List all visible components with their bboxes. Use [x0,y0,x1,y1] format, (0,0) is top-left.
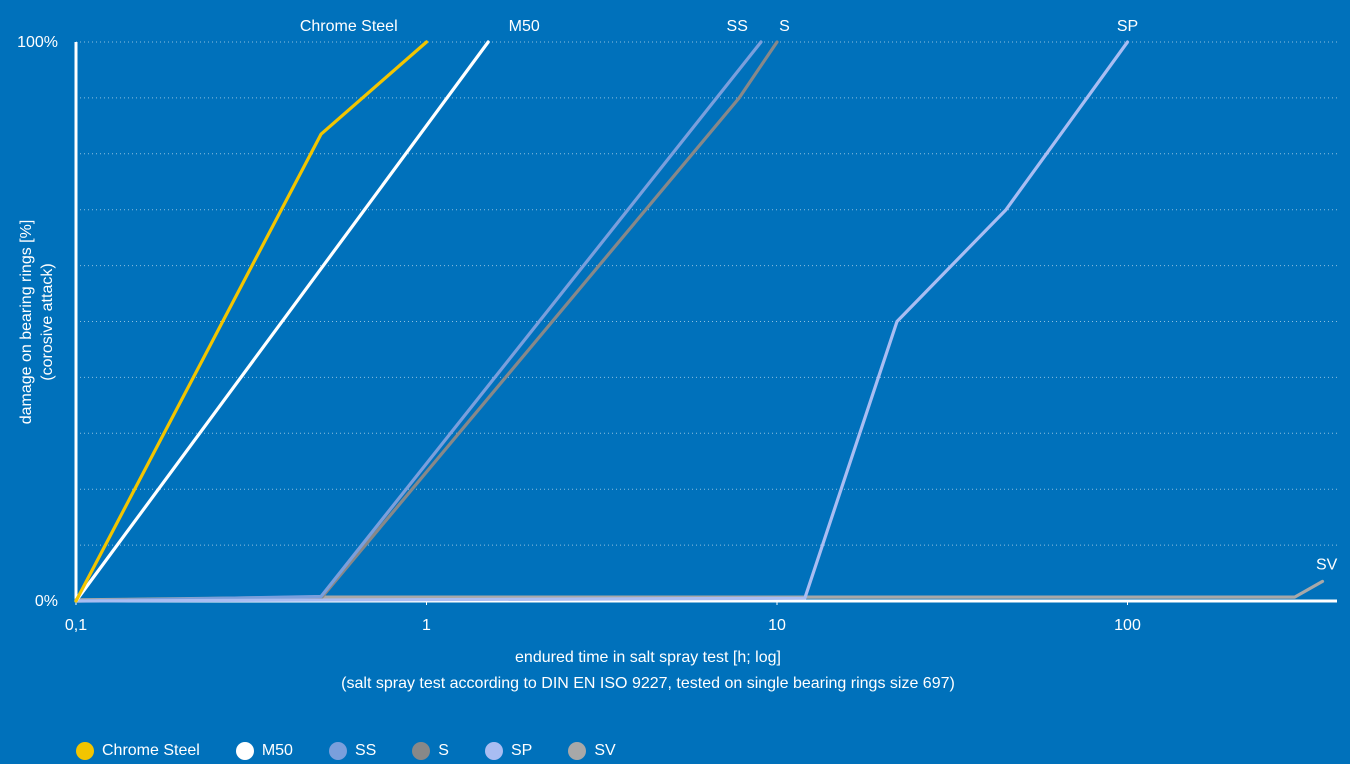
series-line-ss [74,40,763,603]
series-label-chrome-steel: Chrome Steel [300,18,398,35]
legend-swatch [328,742,347,760]
series-line-sp [74,40,1130,603]
x-tick-label: 10 [768,617,786,634]
legend-item-s: S [412,742,449,760]
x-tick-label: 100 [1114,617,1141,634]
y-axis-title: damage on bearing rings [%] [18,220,35,425]
series-line-m50 [74,40,490,603]
legend-label: SV [594,742,616,759]
series-label-ss: SS [727,18,748,35]
legend-item-ss: SS [328,742,377,760]
x-axis-title: endured time in salt spray test [h; log] [515,649,781,666]
grid-lines [76,41,1337,546]
y-tick-label: 0% [35,593,58,610]
y-axis-note: (corosive attack) [39,263,56,380]
legend-item-sp: SP [484,742,533,760]
series-label-s: S [779,18,790,35]
legend-label: SS [354,742,377,759]
x-tick-label: 0,1 [65,617,87,634]
series-label-m50: M50 [509,18,540,35]
axes [74,42,1337,603]
legend-swatch [484,742,503,760]
legend-item-sv: SV [568,742,616,760]
series-label-sv: SV [1316,556,1338,573]
legend-swatch [412,742,431,760]
legend: Chrome Steel M50 SS S SP SV [76,740,652,762]
legend-swatch [76,742,94,760]
legend-label: S [438,742,449,759]
series-lines [74,40,1325,603]
y-tick-label: 100% [17,34,58,51]
legend-label: M50 [261,742,293,759]
legend-swatch [568,742,587,760]
legend-label: SP [510,742,533,759]
legend-swatch [235,742,254,760]
legend-item-m50: M50 [235,742,293,760]
legend-item-chrome-steel: Chrome Steel [76,742,200,760]
series-label-sp: SP [1117,18,1138,35]
legend-label: Chrome Steel [102,742,200,759]
x-tick-label: 1 [422,617,431,634]
series-line-chrome-steel [74,40,429,603]
tick-labels: 0,1 1 10 100 0% 100% [17,34,1141,634]
x-axis-note: (salt spray test according to DIN EN ISO… [341,675,955,692]
